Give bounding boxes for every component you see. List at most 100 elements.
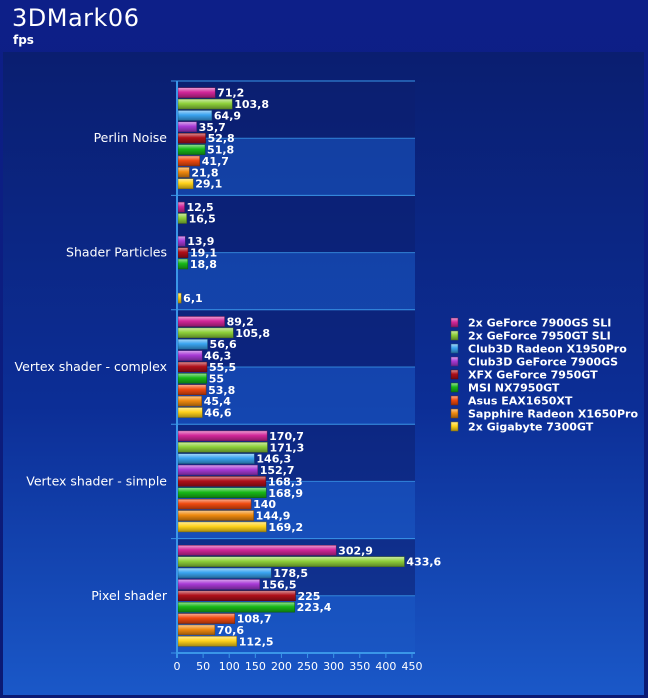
axes-layer: 0 50 100 150 200 250 300 350 400 450 Perlin Noise S… — [15, 81, 423, 673]
bars-layer: 71,2 12,5 89,2 170,7 302,9 103,8 16,5 105,8 171,… — [177, 87, 442, 648]
x-tick-label: 200 — [271, 660, 292, 673]
bar — [177, 327, 234, 339]
bar — [177, 579, 260, 590]
legend-entry-label: 2x GeForce 7950GT SLI — [468, 330, 611, 343]
bar-value-label: 21,8 — [191, 166, 218, 179]
bar-value-label: 19,1 — [190, 247, 217, 260]
bar-value-label: 112,5 — [239, 635, 274, 648]
bar-value-label: 6,1 — [183, 292, 203, 305]
bar-value-label: 156,5 — [262, 578, 297, 591]
bar-value-label: 13,9 — [187, 235, 214, 248]
bar-value-label: 178,5 — [273, 567, 308, 580]
bar-value-label: 64,9 — [214, 109, 241, 122]
x-tick-label: 250 — [297, 660, 318, 673]
bar-value-label: 225 — [298, 590, 321, 603]
bar-value-label: 168,3 — [268, 475, 303, 488]
bar-value-label: 55,5 — [209, 361, 236, 374]
category-label: Vertex shader - simple — [26, 473, 167, 488]
band-upper — [177, 81, 415, 139]
bar-value-label: 53,8 — [208, 384, 235, 397]
bar-value-label: 140 — [253, 498, 276, 511]
bar — [177, 361, 208, 373]
bar — [177, 487, 267, 499]
bar-value-label: 170,7 — [269, 430, 304, 443]
bar — [177, 464, 258, 476]
legend-swatch — [450, 317, 459, 328]
bar — [177, 201, 185, 213]
bar — [177, 247, 189, 258]
bar-value-label: 433,6 — [406, 556, 441, 569]
category-label: Perlin Noise — [94, 130, 168, 145]
bar — [177, 167, 190, 178]
x-tick-label: 50 — [196, 660, 210, 673]
bar — [177, 87, 216, 98]
band-upper — [177, 195, 415, 253]
legend-entry-label: Club3D Radeon X1950Pro — [468, 343, 627, 356]
bar — [177, 213, 187, 224]
band-lower — [177, 367, 415, 425]
legend-swatch — [450, 369, 459, 380]
bar-value-label: 46,6 — [204, 407, 231, 420]
bar — [177, 121, 197, 133]
bar — [177, 132, 206, 144]
bar-value-label: 146,3 — [256, 453, 291, 466]
category-label: Shader Particles — [66, 245, 167, 260]
bar-value-label: 71,2 — [217, 87, 244, 100]
bar — [177, 178, 194, 189]
bar — [177, 556, 405, 567]
bar-value-label: 52,8 — [208, 132, 235, 145]
legend-entry-label: Sapphire Radeon X1650Pro — [468, 408, 638, 421]
legend-entry-label: Club3D GeForce 7900GS — [468, 356, 618, 369]
chart-subtitle: fps — [13, 33, 34, 47]
band-lower — [177, 138, 415, 196]
bar — [177, 521, 267, 533]
legend-swatch — [450, 382, 459, 393]
bar — [177, 498, 252, 510]
bar — [177, 510, 254, 521]
bar-value-label: 51,8 — [207, 144, 234, 157]
bar — [177, 395, 202, 407]
legend-swatch — [450, 330, 459, 341]
bar — [177, 545, 337, 556]
bar — [177, 430, 268, 442]
bar — [177, 442, 268, 453]
bar — [177, 155, 201, 167]
bar — [177, 258, 189, 270]
x-tick-label: 150 — [245, 660, 266, 673]
chart-title: 3DMark06 — [12, 4, 140, 32]
bar-value-label: 16,5 — [189, 212, 216, 225]
bar — [177, 476, 267, 487]
legend-swatch — [450, 356, 459, 367]
bar-value-label: 55 — [209, 372, 224, 385]
bar — [177, 407, 203, 418]
bar — [177, 350, 203, 361]
bar — [177, 636, 237, 647]
category-label: Vertex shader - complex — [15, 359, 167, 374]
category-label: Pixel shader — [91, 588, 168, 603]
bar-value-label: 223,4 — [297, 601, 332, 614]
bar-value-label: 29,1 — [195, 178, 222, 191]
bar-value-label: 89,2 — [227, 315, 254, 328]
bar — [177, 338, 208, 350]
x-tick-label: 100 — [219, 660, 240, 673]
bar-value-label: 108,7 — [237, 613, 272, 626]
bar — [177, 235, 186, 247]
band-lower — [177, 252, 415, 310]
bar-value-label: 144,9 — [256, 510, 291, 523]
bar-value-label: 105,8 — [235, 327, 270, 340]
x-tick-label: 0 — [174, 660, 181, 673]
x-tick-label: 350 — [349, 660, 370, 673]
bar — [177, 567, 272, 579]
bar — [177, 453, 255, 464]
bar-value-label: 56,6 — [210, 338, 237, 351]
bar — [177, 144, 206, 155]
x-tick-label: 450 — [402, 660, 423, 673]
bar-value-label: 12,5 — [187, 201, 214, 214]
bar-value-label: 46,3 — [204, 350, 231, 363]
bar-value-label: 70,6 — [217, 624, 244, 637]
legend-swatch — [450, 395, 459, 406]
legend-entry-label: 2x Gigabyte 7300GT — [468, 421, 594, 434]
